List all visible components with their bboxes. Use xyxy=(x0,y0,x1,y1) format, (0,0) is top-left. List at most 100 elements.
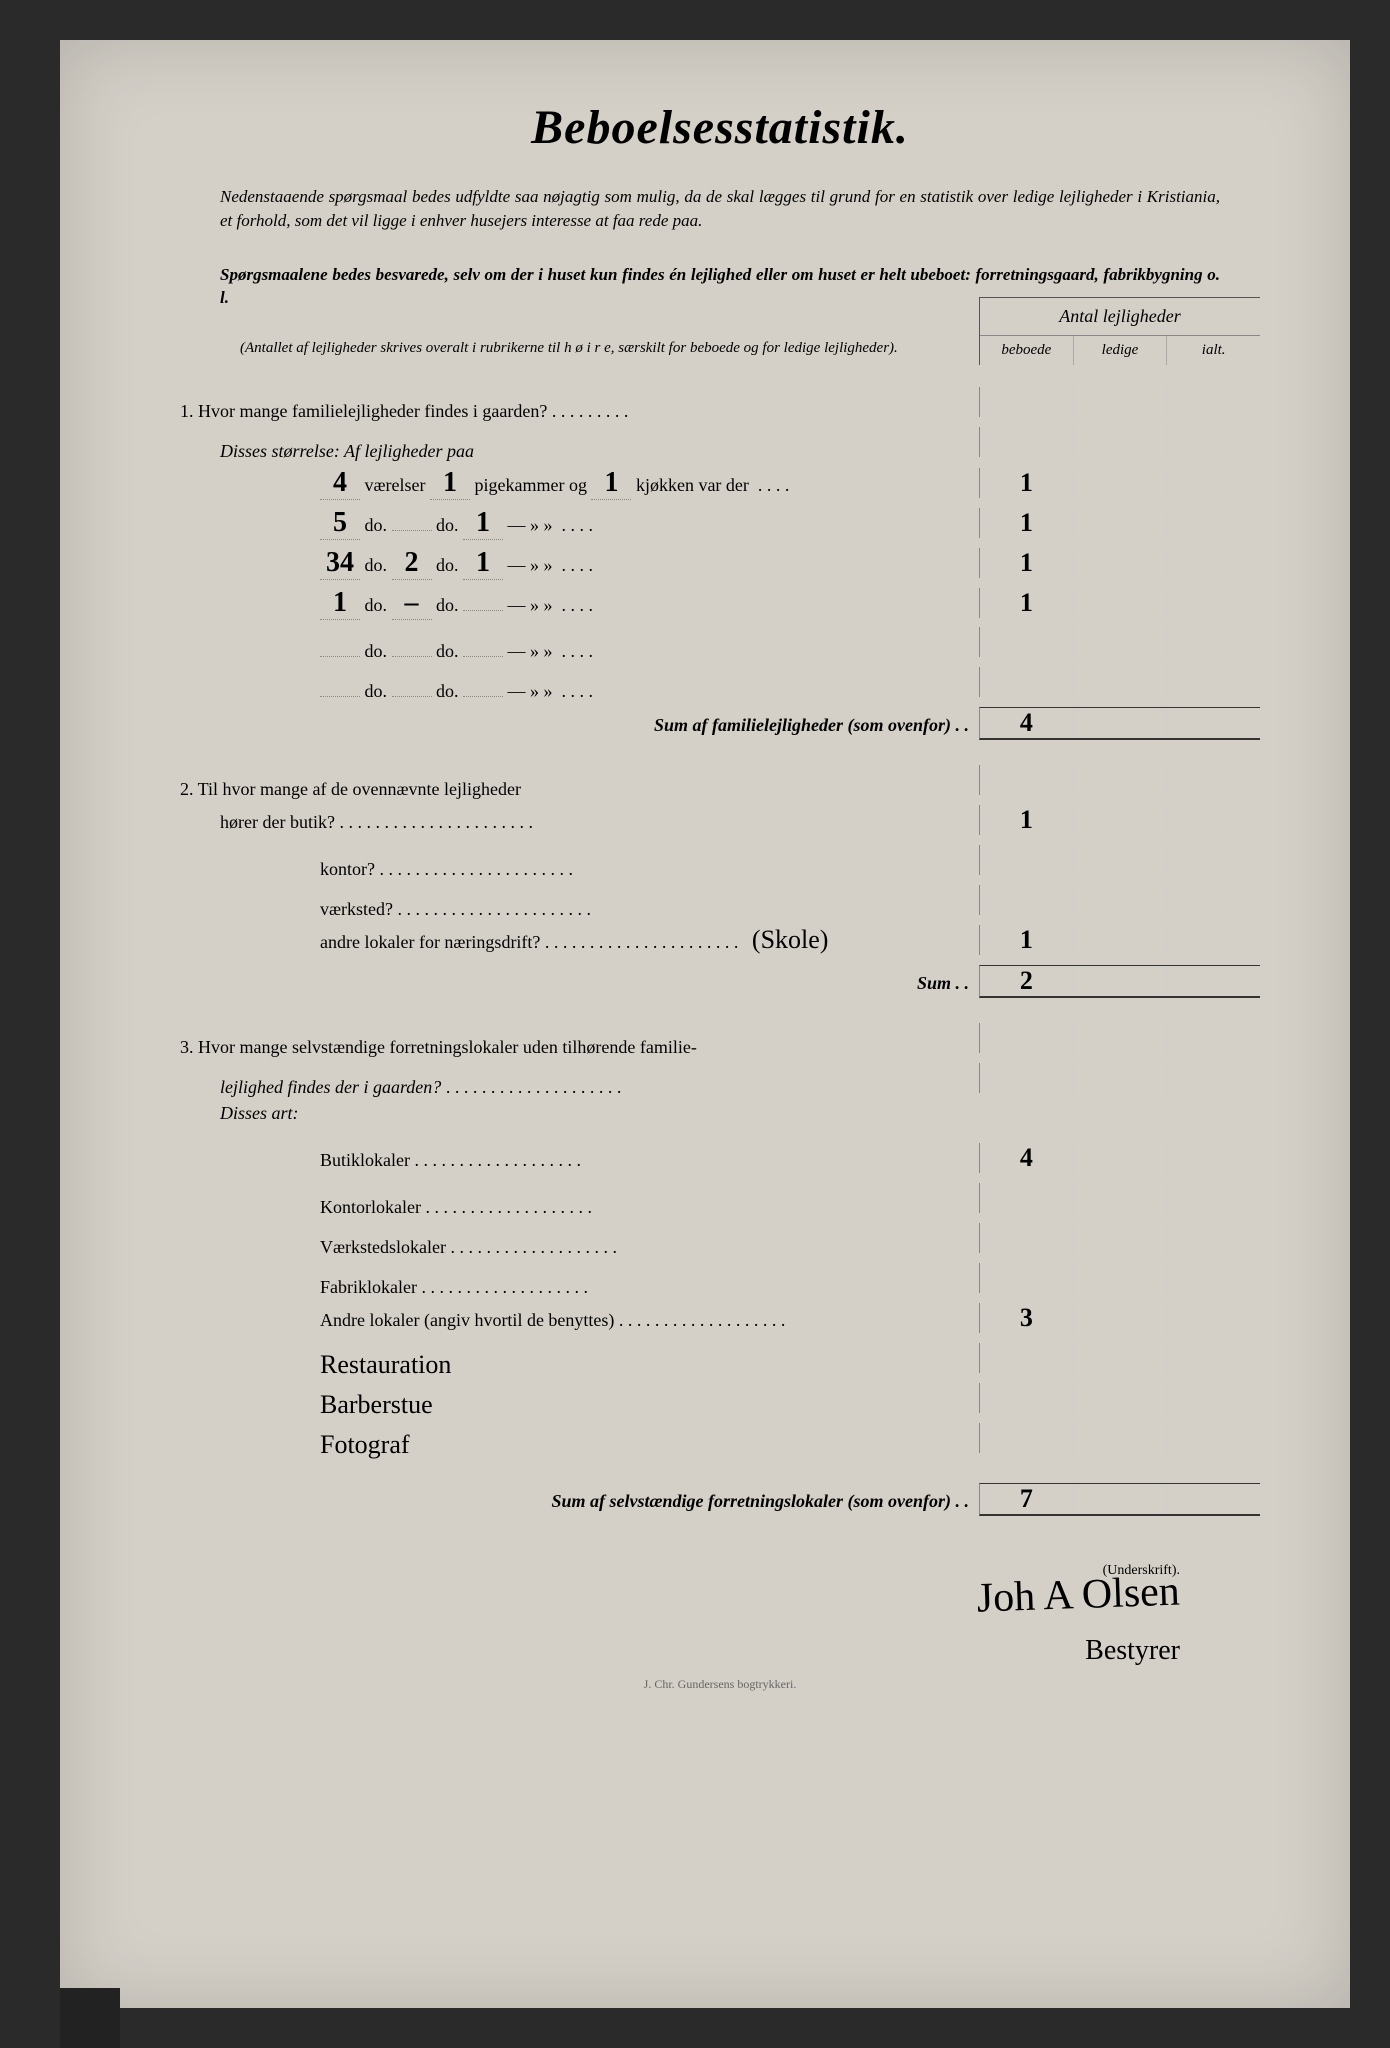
q1-row: 4 værelser 1 pigekammer og 1 kjøkken var… xyxy=(180,467,1260,507)
q1-text: 1. Hvor mange familielejligheder findes … xyxy=(180,401,547,421)
q1-row: do. do. — » » . . . . xyxy=(180,667,1260,707)
q2-text: 2. Til hvor mange af de ovennævnte lejli… xyxy=(180,779,521,799)
beboede-value: 1 xyxy=(980,468,1073,498)
q3-row-label: Fabriklokaler xyxy=(320,1277,417,1297)
vaerelser-label: do. xyxy=(365,515,392,535)
document-page: Beboelsesstatistik. Nedenstaaende spørgs… xyxy=(60,40,1350,2008)
q3-row-label: Kontorlokaler xyxy=(320,1197,421,1217)
column-subheaders: beboede ledige ialt. xyxy=(980,335,1260,365)
q2-row-value: 1 xyxy=(980,805,1073,835)
pigekammer-label: pigekammer og xyxy=(474,475,591,495)
q3-row-value xyxy=(980,1183,1073,1213)
kjokken-label: — » » xyxy=(508,555,558,575)
q3b-text: lejlighed findes der i gaarden? xyxy=(220,1077,441,1097)
pigekammer-value: – xyxy=(392,587,432,620)
vaerelser-value: 4 xyxy=(320,467,360,500)
kjokken-label: — » » xyxy=(508,641,558,661)
pigekammer-value xyxy=(392,656,432,657)
kjokken-value: 1 xyxy=(463,507,503,540)
pigekammer-label: do. xyxy=(436,515,463,535)
q2-row: værksted? . . . . . . . . . . . . . . . … xyxy=(180,885,1260,925)
q3a-text: 3. Hvor mange selvstændige forretningslo… xyxy=(180,1037,697,1057)
q3-row-label: Andre lokaler (angiv hvortil de benyttes… xyxy=(320,1310,614,1330)
q2-row-value: 1 xyxy=(980,925,1073,955)
question-2: 2. Til hvor mange af de ovennævnte lejli… xyxy=(180,765,1260,805)
kjokken-label: kjøkken var der xyxy=(636,475,753,495)
kjokken-value: 1 xyxy=(463,547,503,580)
pigekammer-label: do. xyxy=(436,595,463,615)
sum2-label: Sum . . xyxy=(917,973,969,993)
column-header: Antal lejligheder beboede ledige ialt. xyxy=(979,297,1260,365)
q2-row-value xyxy=(980,845,1073,875)
q3-handwritten-row: Barberstue xyxy=(180,1383,1260,1423)
q2-row: hører der butik? . . . . . . . . . . . .… xyxy=(180,805,1260,845)
page-title: Beboelsesstatistik. xyxy=(180,100,1260,155)
intro-text-1: Nedenstaaende spørgsmaal bedes udfyldte … xyxy=(220,187,1220,230)
question-1: 1. Hvor mange familielejligheder findes … xyxy=(180,387,1260,427)
q3-row: Andre lokaler (angiv hvortil de benyttes… xyxy=(180,1303,1260,1343)
beboede-value: 1 xyxy=(980,508,1073,538)
question-3b: lejlighed findes der i gaarden? . . . . … xyxy=(180,1063,1260,1103)
q1-row: 5 do. do. 1 — » » . . . . 1 xyxy=(180,507,1260,547)
kjokken-label: — » » xyxy=(508,515,558,535)
q1-subtitle: Disses størrelse: Af lejligheder paa xyxy=(180,427,1260,467)
pigekammer-value xyxy=(392,530,432,531)
pigekammer-value xyxy=(392,696,432,697)
kjokken-value: 1 xyxy=(591,467,631,500)
main-table: Antal lejligheder beboede ledige ialt. 1… xyxy=(180,387,1260,1523)
q3-sub-text: Disses art: xyxy=(220,1103,299,1123)
q1-sub-text: Disses størrelse: Af lejligheder paa xyxy=(220,441,474,461)
q3-row-label: Værkstedslokaler xyxy=(320,1237,446,1257)
pigekammer-value: 1 xyxy=(430,467,470,500)
sum3-label: Sum af selvstændige forretningslokaler (… xyxy=(551,1491,969,1511)
kjokken-label: — » » xyxy=(508,595,558,615)
pigekammer-value: 2 xyxy=(392,547,432,580)
sum-row-1: Sum af familielejligheder (som ovenfor) … xyxy=(180,707,1260,747)
q3-row: Butiklokaler . . . . . . . . . . . . . .… xyxy=(180,1143,1260,1183)
q1-row: 34 do. 2 do. 1 — » » . . . . 1 xyxy=(180,547,1260,587)
kjokken-value xyxy=(463,656,503,657)
col-header-label: Antal lejligheder xyxy=(1059,306,1180,326)
q3-row-value xyxy=(980,1223,1073,1253)
vaerelser-value: 34 xyxy=(320,547,360,580)
q3-handwritten-row: Fotograf xyxy=(180,1423,1260,1463)
q3-row: Kontorlokaler . . . . . . . . . . . . . … xyxy=(180,1183,1260,1223)
q3-row-value xyxy=(980,1263,1073,1293)
vaerelser-value xyxy=(320,656,360,657)
beboede-value xyxy=(980,627,1073,657)
question-3a: 3. Hvor mange selvstændige forretningslo… xyxy=(180,1023,1260,1063)
q1-row: 1 do. – do. — » » . . . . 1 xyxy=(180,587,1260,627)
col-ialt: ialt. xyxy=(1166,336,1260,365)
vaerelser-label: do. xyxy=(365,555,392,575)
vaerelser-label: værelser xyxy=(365,475,430,495)
signature-area: (Underskrift). Joh A Olsen Bestyrer xyxy=(180,1563,1260,1667)
q3-row-value: 3 xyxy=(980,1303,1073,1333)
q3-row-label: Butiklokaler xyxy=(320,1150,410,1170)
sum-row-2: Sum . . 2 xyxy=(180,965,1260,1005)
q2-row-label: hører der butik? xyxy=(220,812,335,832)
kjokken-value xyxy=(463,610,503,611)
vaerelser-label: do. xyxy=(365,681,392,701)
sum1-label: Sum af familielejligheder (som ovenfor) … xyxy=(654,715,969,735)
sum-row-3: Sum af selvstændige forretningslokaler (… xyxy=(180,1483,1260,1523)
sum3-value: 7 xyxy=(980,1484,1073,1514)
q3-handwritten-row: Restauration xyxy=(180,1343,1260,1383)
sum1-value: 4 xyxy=(980,708,1073,738)
vaerelser-value: 5 xyxy=(320,507,360,540)
handwritten-entry: Fotograf xyxy=(180,1430,979,1460)
q3-row: Værkstedslokaler . . . . . . . . . . . .… xyxy=(180,1223,1260,1263)
q2-row: andre lokaler for næringsdrift? . . . . … xyxy=(180,925,1260,965)
intro-paragraph-1: Nedenstaaende spørgsmaal bedes udfyldte … xyxy=(220,185,1220,233)
kjokken-value xyxy=(463,696,503,697)
q3-subtitle: Disses art: xyxy=(180,1103,1260,1143)
beboede-value: 1 xyxy=(980,548,1073,578)
pigekammer-label: do. xyxy=(436,681,463,701)
q2-row-label: kontor? xyxy=(320,859,375,879)
vaerelser-value xyxy=(320,696,360,697)
col-beboede: beboede xyxy=(980,336,1073,365)
col-ledige: ledige xyxy=(1073,336,1167,365)
q1-row: do. do. — » » . . . . xyxy=(180,627,1260,667)
q2-row-label: værksted? xyxy=(320,899,393,919)
beboede-value: 1 xyxy=(980,588,1073,618)
q3-row: Fabriklokaler . . . . . . . . . . . . . … xyxy=(180,1263,1260,1303)
